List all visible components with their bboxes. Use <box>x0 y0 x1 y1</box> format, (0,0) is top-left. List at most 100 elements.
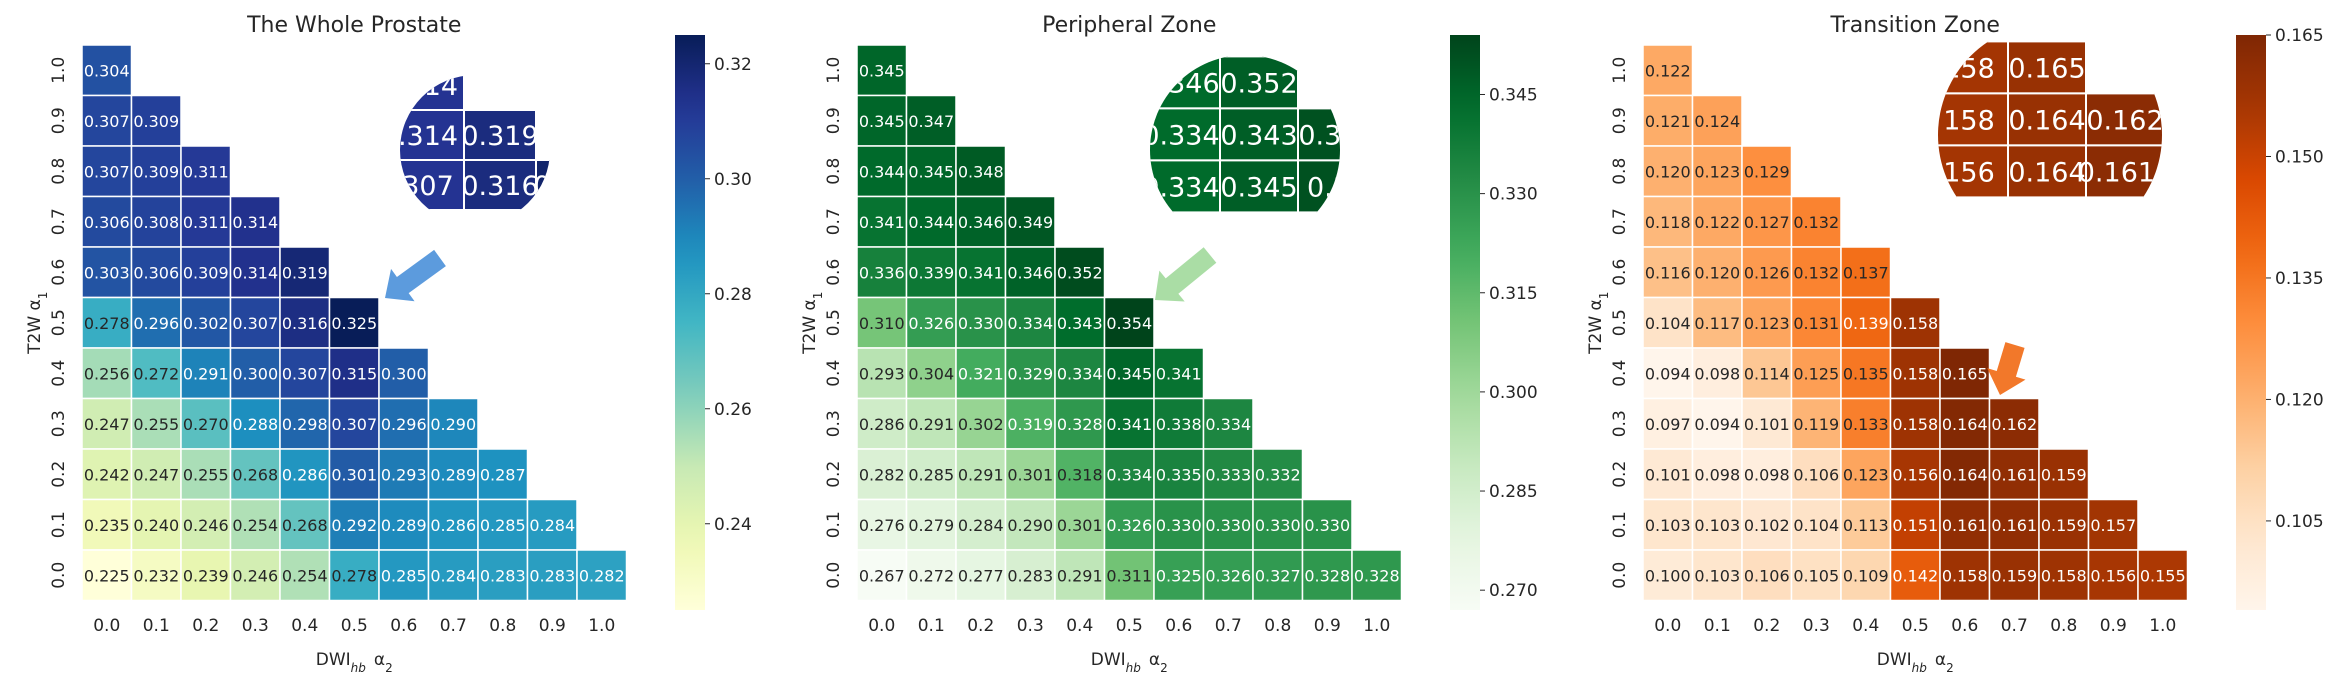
cell-value-label: 0.101 <box>1744 415 1790 434</box>
cell-value-label: 0.289 <box>381 516 427 535</box>
y-tick-label: 0.7 <box>49 208 69 235</box>
heatmap-cell <box>1004 448 1056 501</box>
heatmap-cell <box>1004 347 1056 400</box>
cell-value-label: 0.341 <box>1156 364 1202 383</box>
cell-value-label: 0.246 <box>183 516 229 535</box>
cell-value-label: 0.327 <box>1255 566 1301 585</box>
cell-value-label: 0.328 <box>1057 415 1103 434</box>
cell-value-label: 0.285 <box>908 465 954 484</box>
x-tick-label: 0.0 <box>93 616 120 636</box>
cell-value-label: 0.104 <box>1645 314 1691 333</box>
y-tick-label: 0.2 <box>49 461 69 488</box>
colorbar-tick-label: 0.270 <box>1489 581 1538 601</box>
cell-value-label: 0.268 <box>232 465 278 484</box>
cell-value-label: 0.247 <box>84 415 130 434</box>
cell-value-label: 0.161 <box>1942 516 1988 535</box>
heatmap-cell <box>1153 448 1205 501</box>
cell-value-label: 0.308 <box>133 213 179 232</box>
cell-value-label: 0.162 <box>1991 415 2037 434</box>
heatmap-cell <box>1840 296 1892 349</box>
cell-value-label: 0.349 <box>1007 213 1053 232</box>
heatmap-cell <box>905 246 957 299</box>
cell-value-label: 0.345 <box>908 162 954 181</box>
cell-value-label: 0.301 <box>1057 516 1103 535</box>
heatmap-cell <box>1202 448 1254 501</box>
heatmap-cell <box>1642 44 1694 97</box>
heatmap-cell <box>2038 549 2090 602</box>
heatmap-cell <box>81 549 133 602</box>
magnified-cell <box>535 159 550 211</box>
heatmap-cell <box>1790 246 1842 299</box>
magnified-cell <box>463 109 537 161</box>
cell-value-label: 0.158 <box>1892 364 1938 383</box>
cell-value-label: 0.103 <box>1645 516 1691 535</box>
cell-value-label: 0.282 <box>859 465 905 484</box>
cell-value-label: 0.120 <box>1645 162 1691 181</box>
heatmap-cell <box>856 296 908 349</box>
heatmap-cell <box>477 498 529 551</box>
cell-value-label: 0.345 <box>859 61 905 80</box>
x-axis-label: DWIhb α2 <box>1877 650 1954 675</box>
cell-value-label: 0.328 <box>1304 566 1350 585</box>
x-axis-label: DWIhb α2 <box>316 650 393 675</box>
heatmap-cell <box>1103 296 1155 349</box>
x-tick-label: 0.8 <box>489 616 516 636</box>
y-tick-label: 1.0 <box>1610 57 1630 84</box>
colorbar-tick-label: 0.105 <box>2275 512 2324 532</box>
cell-value-label: 0.139 <box>1843 314 1889 333</box>
heatmap-cell <box>1741 195 1793 248</box>
heatmap-cell <box>328 498 380 551</box>
cell-value-label: 0.129 <box>1744 162 1790 181</box>
cell-value-label: 0.330 <box>1205 516 1251 535</box>
magnified-value-label: 0.354 <box>1298 120 1375 151</box>
magnified-cell <box>1150 107 1221 162</box>
cell-value-label: 0.125 <box>1793 364 1839 383</box>
heatmap-cell <box>1741 549 1793 602</box>
cell-value-label: 0.285 <box>480 516 526 535</box>
heatmap-cell <box>328 296 380 349</box>
cell-value-label: 0.318 <box>1057 465 1103 484</box>
cell-value-label: 0.298 <box>282 415 328 434</box>
cell-value-label: 0.098 <box>1744 465 1790 484</box>
colorbar-tick-label: 0.345 <box>1489 85 1538 105</box>
heatmap-cell <box>955 498 1007 551</box>
magnified-value-label: 0.345 <box>1220 172 1297 203</box>
heatmap-cell <box>328 448 380 501</box>
heatmap-cell <box>1939 347 1991 400</box>
colorbar-tick-label: 0.150 <box>2275 147 2324 167</box>
cell-value-label: 0.156 <box>1892 465 1938 484</box>
cell-value-label: 0.348 <box>958 162 1004 181</box>
y-axis-label: T2W α1 <box>25 292 50 355</box>
heatmap-cell <box>1642 448 1694 501</box>
x-tick-label: 0.5 <box>341 616 368 636</box>
heatmap-cell <box>576 549 628 602</box>
cell-value-label: 0.126 <box>1744 263 1790 282</box>
heatmap-cell <box>81 397 133 450</box>
cell-value-label: 0.303 <box>84 263 130 282</box>
cell-value-label: 0.159 <box>1991 566 2037 585</box>
y-tick-label: 0.3 <box>824 410 844 437</box>
heatmap-cell <box>856 195 908 248</box>
y-tick-label: 0.9 <box>824 107 844 134</box>
y-tick-label: 0.1 <box>49 511 69 538</box>
colorbar-tick-label: 0.300 <box>1489 383 1538 403</box>
colorbar-tick-label: 0.135 <box>2275 269 2324 289</box>
x-tick-label: 0.0 <box>1654 616 1681 636</box>
heatmap-cell <box>279 549 331 602</box>
cell-value-label: 0.290 <box>430 415 476 434</box>
heatmap-cell <box>1691 195 1743 248</box>
cell-value-label: 0.338 <box>1156 415 1202 434</box>
heatmap-cell <box>1642 549 1694 602</box>
cell-value-label: 0.309 <box>133 162 179 181</box>
heatmap-cell <box>1642 195 1694 248</box>
cell-value-label: 0.330 <box>1255 516 1301 535</box>
cell-value-label: 0.104 <box>1793 516 1839 535</box>
cell-value-label: 0.161 <box>1991 465 2037 484</box>
cell-value-label: 0.283 <box>1007 566 1053 585</box>
magnified-value-label: 0.319 <box>461 121 538 152</box>
heatmap-cell <box>1202 397 1254 450</box>
heatmap-cell <box>1153 549 1205 602</box>
cell-value-label: 0.127 <box>1744 213 1790 232</box>
x-tick-label: 0.8 <box>1264 616 1291 636</box>
magnified-value-label: 0.343 <box>1220 120 1297 151</box>
